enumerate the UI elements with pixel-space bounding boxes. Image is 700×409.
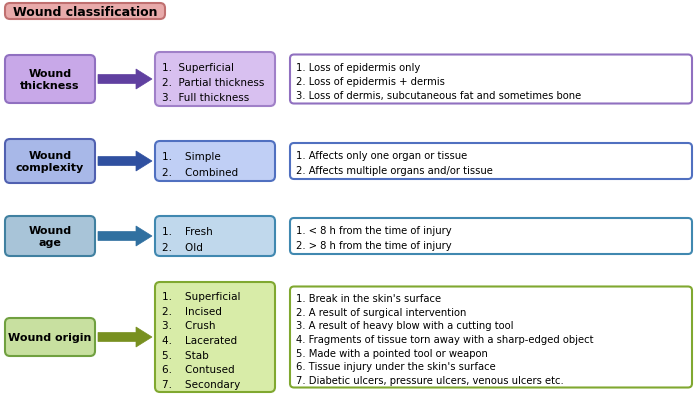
- Text: 2. Loss of epidermis + dermis: 2. Loss of epidermis + dermis: [296, 77, 445, 87]
- Text: 7.    Secondary: 7. Secondary: [162, 379, 240, 389]
- Text: 1.    Superficial: 1. Superficial: [162, 292, 241, 301]
- Text: 3. Loss of dermis, subcutaneous fat and sometimes bone: 3. Loss of dermis, subcutaneous fat and …: [296, 91, 581, 101]
- Polygon shape: [98, 227, 152, 246]
- Polygon shape: [98, 70, 152, 90]
- FancyBboxPatch shape: [290, 218, 692, 254]
- Text: 2.    Combined: 2. Combined: [162, 168, 238, 178]
- Text: 1. < 8 h from the time of injury: 1. < 8 h from the time of injury: [296, 226, 452, 236]
- Text: 2. Affects multiple organs and/or tissue: 2. Affects multiple organs and/or tissue: [296, 166, 493, 176]
- Text: 1. Affects only one organ or tissue: 1. Affects only one organ or tissue: [296, 151, 468, 161]
- Text: 1.    Fresh: 1. Fresh: [162, 227, 213, 236]
- Text: 7. Diabetic ulcers, pressure ulcers, venous ulcers etc.: 7. Diabetic ulcers, pressure ulcers, ven…: [296, 375, 564, 385]
- FancyBboxPatch shape: [155, 142, 275, 182]
- Text: Wound
age: Wound age: [29, 226, 71, 247]
- Polygon shape: [98, 327, 152, 347]
- Polygon shape: [98, 152, 152, 172]
- Text: 2.    Old: 2. Old: [162, 243, 203, 252]
- Text: Wound classification: Wound classification: [13, 5, 158, 18]
- Text: 3.  Full thickness: 3. Full thickness: [162, 93, 249, 103]
- Text: 5. Made with a pointed tool or weapon: 5. Made with a pointed tool or weapon: [296, 348, 488, 358]
- FancyBboxPatch shape: [290, 55, 692, 104]
- Text: 3. A result of heavy blow with a cutting tool: 3. A result of heavy blow with a cutting…: [296, 321, 514, 330]
- Text: 2. > 8 h from the time of injury: 2. > 8 h from the time of injury: [296, 241, 452, 251]
- FancyBboxPatch shape: [5, 56, 95, 104]
- Text: 1. Loss of epidermis only: 1. Loss of epidermis only: [296, 63, 420, 72]
- FancyBboxPatch shape: [5, 216, 95, 256]
- Text: 1.  Superficial: 1. Superficial: [162, 63, 234, 72]
- Text: Wound
thickness: Wound thickness: [20, 69, 80, 90]
- FancyBboxPatch shape: [155, 216, 275, 256]
- FancyBboxPatch shape: [5, 139, 95, 184]
- FancyBboxPatch shape: [290, 287, 692, 388]
- Text: 3.    Crush: 3. Crush: [162, 321, 216, 330]
- FancyBboxPatch shape: [5, 4, 165, 20]
- FancyBboxPatch shape: [155, 53, 275, 107]
- Text: 6.    Contused: 6. Contused: [162, 364, 235, 374]
- Text: 4. Fragments of tissue torn away with a sharp-edged object: 4. Fragments of tissue torn away with a …: [296, 334, 594, 344]
- FancyBboxPatch shape: [155, 282, 275, 392]
- Text: 2. A result of surgical intervention: 2. A result of surgical intervention: [296, 307, 466, 317]
- FancyBboxPatch shape: [290, 144, 692, 180]
- Text: 2.    Incised: 2. Incised: [162, 306, 222, 316]
- Text: 2.  Partial thickness: 2. Partial thickness: [162, 78, 265, 88]
- Text: 1.    Simple: 1. Simple: [162, 152, 220, 162]
- Text: Wound origin: Wound origin: [8, 332, 92, 342]
- FancyBboxPatch shape: [5, 318, 95, 356]
- Text: 1. Break in the skin's surface: 1. Break in the skin's surface: [296, 294, 441, 303]
- Text: Wound
complexity: Wound complexity: [16, 151, 84, 172]
- Text: 4.    Lacerated: 4. Lacerated: [162, 335, 237, 345]
- Text: 6. Tissue injury under the skin's surface: 6. Tissue injury under the skin's surfac…: [296, 361, 496, 371]
- Text: 5.    Stab: 5. Stab: [162, 350, 209, 360]
